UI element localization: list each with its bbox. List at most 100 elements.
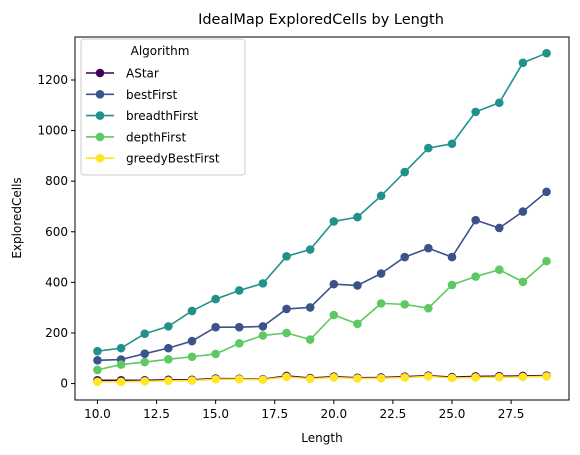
data-point <box>187 376 197 385</box>
x-tick-label: 17.5 <box>261 407 288 421</box>
data-point <box>93 365 102 375</box>
series-bestFirst <box>93 187 551 365</box>
data-point <box>424 303 433 313</box>
y-axis-label: ExploredCells <box>10 177 24 258</box>
data-point <box>140 376 150 386</box>
data-point <box>542 256 551 266</box>
data-point <box>329 373 339 382</box>
data-point <box>518 207 528 216</box>
data-point <box>116 343 126 353</box>
x-tick-label: 20.0 <box>320 407 347 421</box>
data-point <box>494 265 504 275</box>
legend-marker <box>95 68 105 78</box>
data-point <box>234 374 244 384</box>
data-point <box>376 191 386 201</box>
data-point <box>234 286 244 295</box>
data-point <box>305 335 315 344</box>
data-point <box>93 355 102 365</box>
data-point <box>282 304 291 314</box>
data-point <box>376 269 386 278</box>
data-point <box>471 107 480 117</box>
legend-marker <box>95 111 105 120</box>
data-point <box>471 272 480 281</box>
data-point <box>258 331 268 340</box>
legend-item: greedyBestFirst <box>86 152 220 166</box>
data-point <box>329 217 339 226</box>
data-point <box>400 167 410 177</box>
x-tick-label: 22.5 <box>380 407 407 421</box>
data-point <box>211 294 220 304</box>
y-tick-label: 1000 <box>37 124 68 138</box>
data-point <box>447 280 457 290</box>
data-point <box>542 372 551 381</box>
data-point <box>116 360 126 369</box>
legend-label: breadthFirst <box>126 109 199 123</box>
series-breadthFirst <box>93 48 551 356</box>
legend-item: AStar <box>86 67 159 81</box>
data-point <box>400 373 410 382</box>
legend-label: AStar <box>126 67 159 81</box>
legend-title: Algorithm <box>131 44 190 58</box>
series-line <box>97 52 547 352</box>
series-layer <box>93 48 551 387</box>
legend-item: bestFirst <box>86 88 178 102</box>
legend-marker <box>95 132 105 142</box>
y-axis: 0 200 400 600 800 1000 1200 <box>37 73 75 391</box>
data-point <box>258 375 268 385</box>
legend: Algorithm AStar bestFirst breadthFirst dept… <box>80 38 246 176</box>
data-point <box>187 336 197 346</box>
chart-title: IdealMap ExploredCells by Length <box>198 12 444 28</box>
plot-frame <box>74 36 570 401</box>
data-point <box>376 373 386 383</box>
data-point <box>258 322 268 331</box>
data-point <box>518 372 528 382</box>
data-point <box>471 215 480 225</box>
series-greedyBestFirst <box>93 372 551 387</box>
legend-item: breadthFirst <box>86 109 199 123</box>
data-point <box>447 139 457 149</box>
data-point <box>424 243 433 253</box>
data-point <box>518 277 528 287</box>
data-point <box>329 310 339 320</box>
data-point <box>93 346 102 356</box>
data-point <box>353 281 362 290</box>
data-point <box>140 349 150 359</box>
x-tick-label: 15.0 <box>202 407 229 421</box>
x-tick-label: 10.0 <box>84 407 111 421</box>
data-point <box>258 279 268 288</box>
y-tick-label: 800 <box>45 174 68 188</box>
data-point <box>424 143 433 153</box>
x-axis-label: Length <box>301 431 342 445</box>
legend-item: depthFirst <box>86 130 186 144</box>
data-point <box>282 328 291 338</box>
data-point <box>447 373 457 383</box>
legend-label: depthFirst <box>126 130 186 144</box>
data-point <box>164 322 173 331</box>
data-point <box>164 376 173 386</box>
y-tick-label: 1200 <box>37 73 68 87</box>
data-point <box>211 349 220 359</box>
legend-frame <box>80 38 246 176</box>
data-point <box>471 373 480 382</box>
legend-marker <box>95 153 105 163</box>
data-point <box>234 322 244 332</box>
data-point <box>400 252 410 262</box>
data-point <box>376 299 386 308</box>
data-point <box>542 187 551 197</box>
data-point <box>329 279 339 289</box>
legend-label: greedyBestFirst <box>126 152 220 166</box>
y-tick-label: 0 <box>60 377 68 391</box>
data-point <box>305 303 315 312</box>
legend-label: bestFirst <box>126 88 178 102</box>
data-point <box>305 374 315 384</box>
x-tick-label: 12.5 <box>143 407 170 421</box>
data-point <box>234 339 244 348</box>
data-point <box>494 223 504 233</box>
data-point <box>305 245 315 254</box>
y-tick-label: 200 <box>45 326 68 340</box>
data-point <box>211 322 220 332</box>
data-point <box>282 252 291 261</box>
data-point <box>282 372 291 382</box>
data-point <box>93 377 102 387</box>
data-point <box>116 377 126 387</box>
